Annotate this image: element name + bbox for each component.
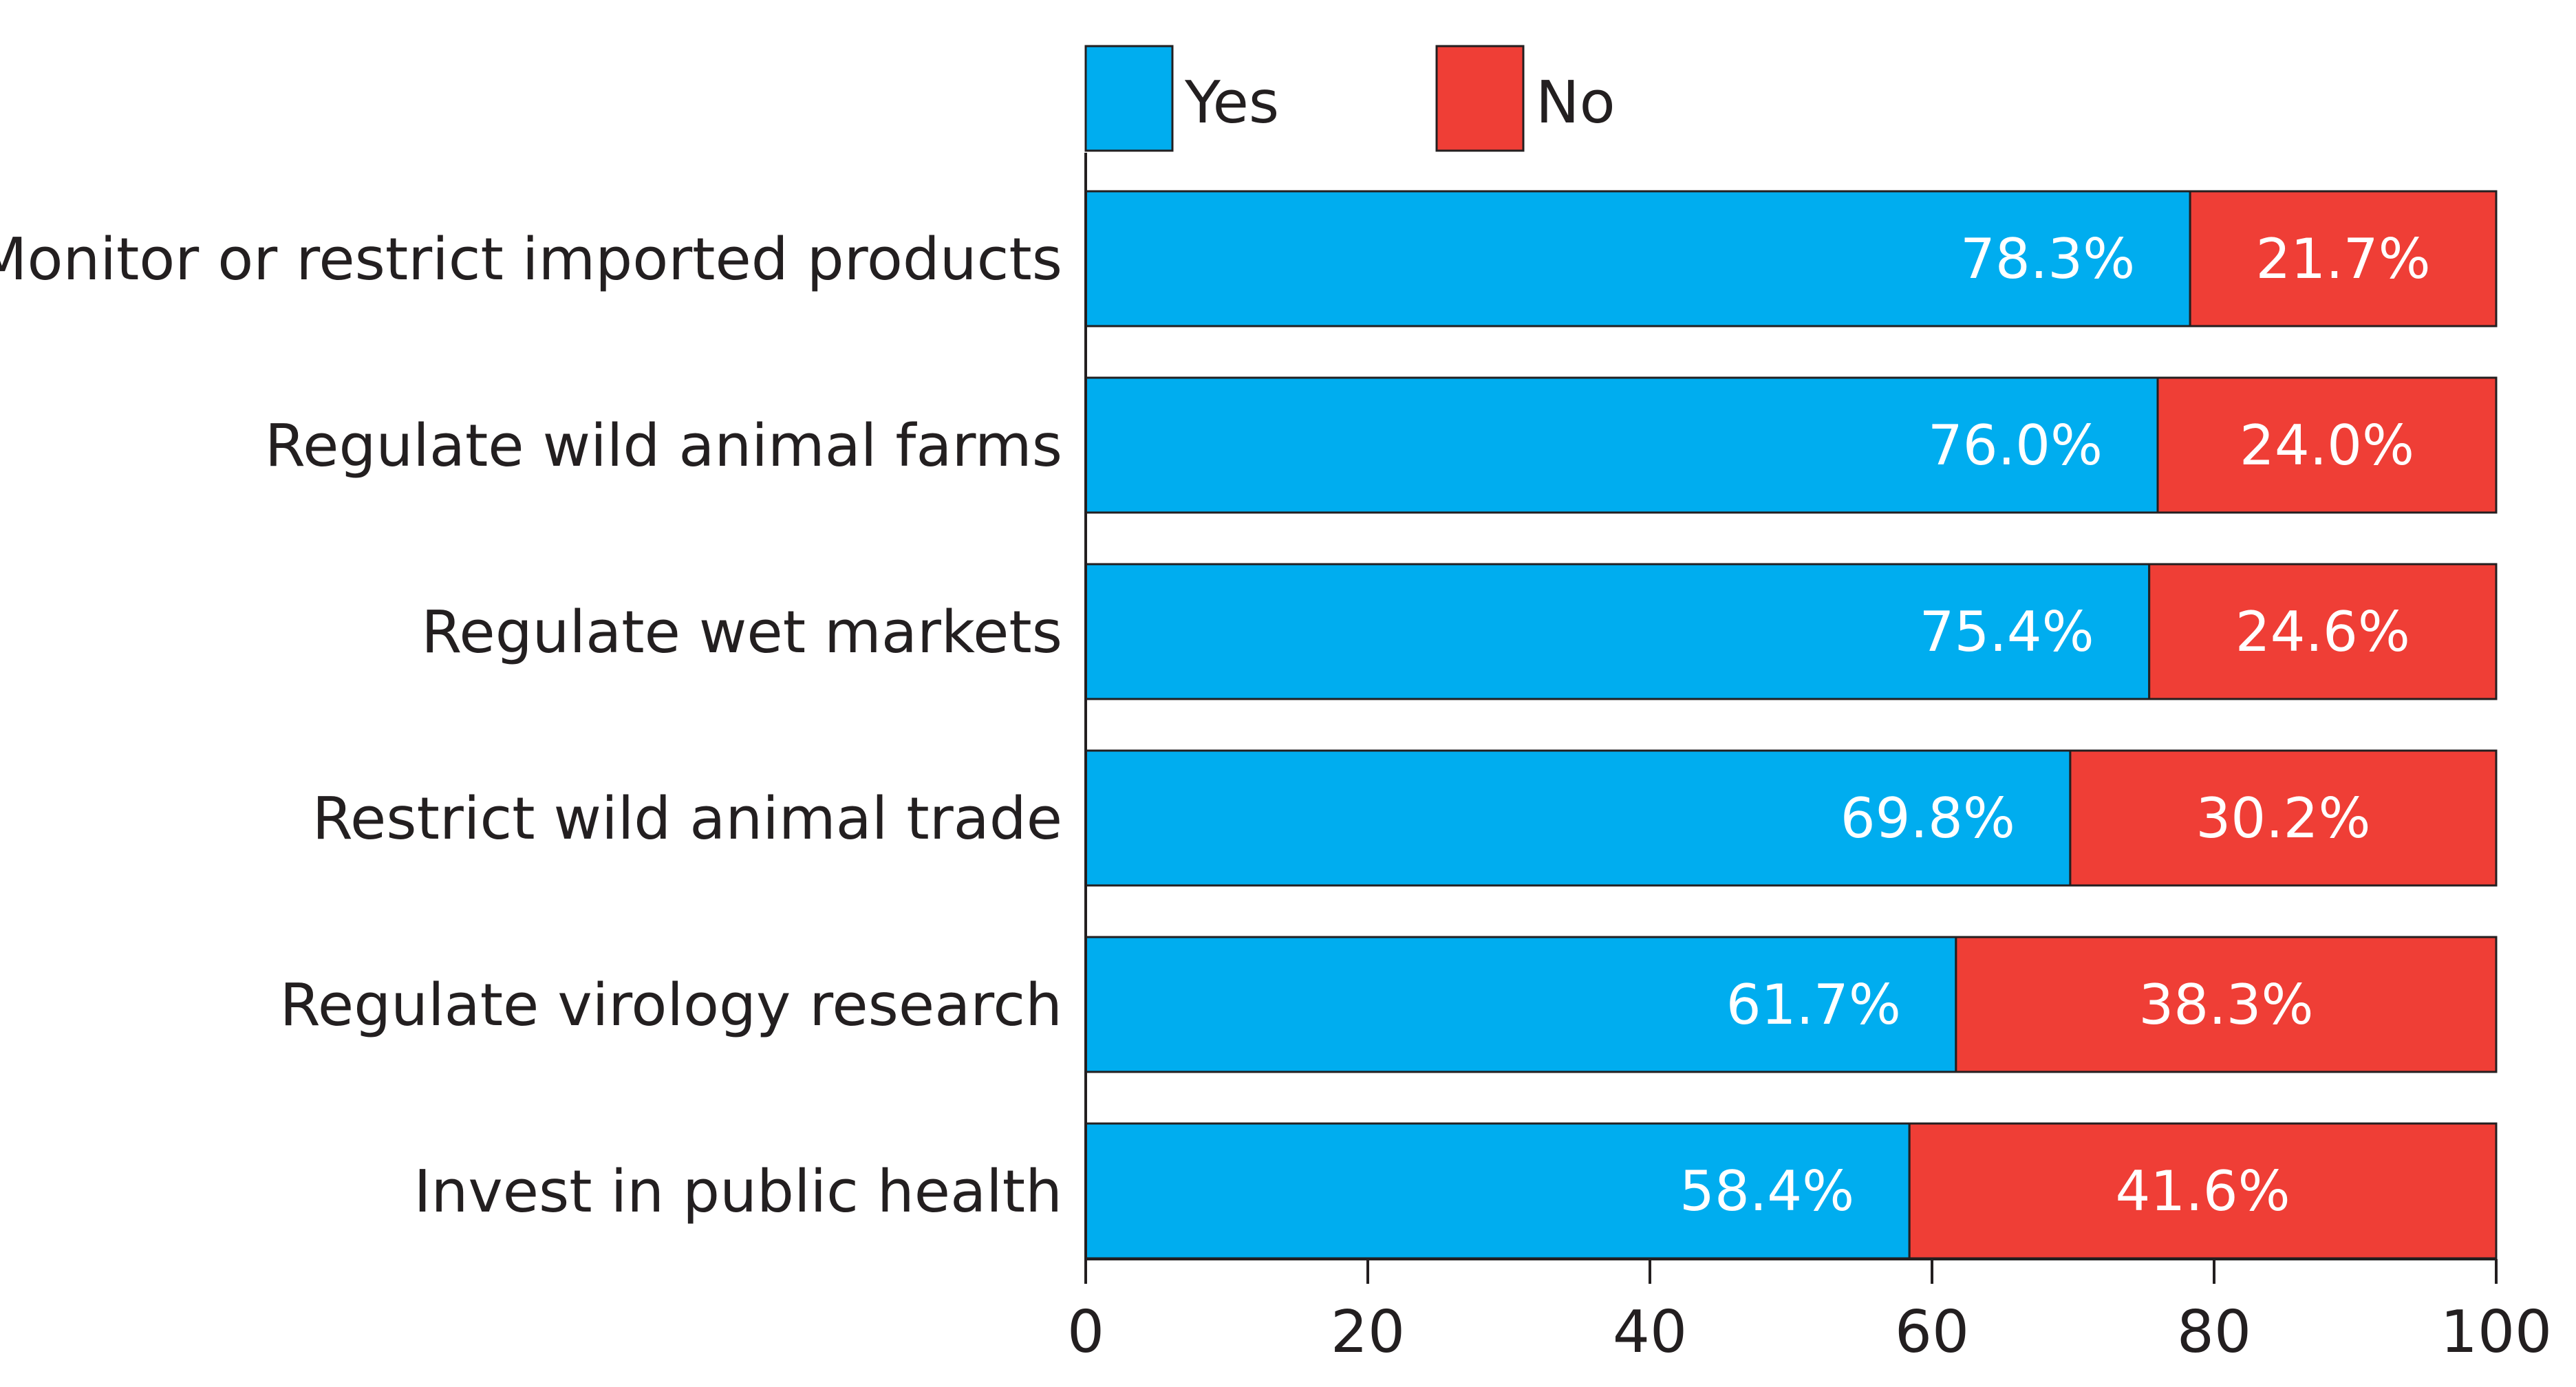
legend-label-yes: Yes (1184, 69, 1279, 137)
bar-label-no-2: 24.6% (2235, 600, 2410, 664)
x-tick-label-5: 100 (2440, 1298, 2552, 1366)
x-tick-label-2: 40 (1613, 1298, 1687, 1366)
legend: Yes No (1084, 45, 1616, 152)
x-tick-label-3: 60 (1895, 1298, 1969, 1366)
category-label-4: Regulate virology research (280, 971, 1062, 1040)
legend-swatch-no (1435, 45, 1525, 152)
bar-yes-1 (1084, 376, 2159, 514)
bar-label-yes-0: 78.3% (1960, 227, 2135, 291)
bar-no-0 (2189, 190, 2498, 327)
bar-yes-2 (1084, 563, 2151, 700)
bar-label-no-4: 38.3% (2138, 973, 2313, 1037)
category-label-5: Invest in public health (414, 1158, 1062, 1226)
legend-label-no: No (1536, 69, 1616, 137)
bar-no-4 (1955, 936, 2498, 1073)
category-labels: Monitor or restrict imported products Reg… (0, 226, 1062, 1226)
category-label-3: Restrict wild animal trade (312, 785, 1062, 853)
legend-swatch-yes (1084, 45, 1174, 152)
bar-no-2 (2148, 563, 2498, 700)
category-label-1: Regulate wild animal farms (265, 412, 1062, 480)
category-label-2: Regulate wet markets (421, 599, 1062, 667)
bar-no-3 (2069, 749, 2498, 887)
x-tick-label-0: 0 (1067, 1298, 1104, 1366)
bar-no-1 (2156, 376, 2498, 514)
bar-label-no-5: 41.6% (2116, 1159, 2290, 1223)
bar-yes-3 (1084, 749, 2072, 887)
category-label-0: Monitor or restrict imported products (0, 226, 1062, 294)
bar-no-5 (1908, 1122, 2498, 1260)
bar-label-no-0: 21.7% (2256, 227, 2431, 291)
bar-label-no-1: 24.0% (2240, 413, 2414, 477)
x-tick-label-4: 80 (2177, 1298, 2251, 1366)
axes: 0 20 40 60 80 100 (1067, 153, 2552, 1366)
bars: 78.3% 21.7% 76.0% 24.0% 75.4% 24.6% 69.8% 30.2%… (1084, 190, 2498, 1260)
bar-label-yes-1: 76.0% (1928, 413, 2103, 477)
bar-label-yes-2: 75.4% (1920, 600, 2094, 664)
bar-label-no-3: 30.2% (2196, 786, 2370, 850)
bar-label-yes-5: 58.4% (1679, 1159, 1854, 1223)
x-tick-label-1: 20 (1331, 1298, 1405, 1366)
bar-label-yes-4: 61.7% (1726, 973, 1901, 1037)
bar-yes-0 (1084, 190, 2191, 327)
bar-label-yes-3: 69.8% (1840, 786, 2015, 850)
